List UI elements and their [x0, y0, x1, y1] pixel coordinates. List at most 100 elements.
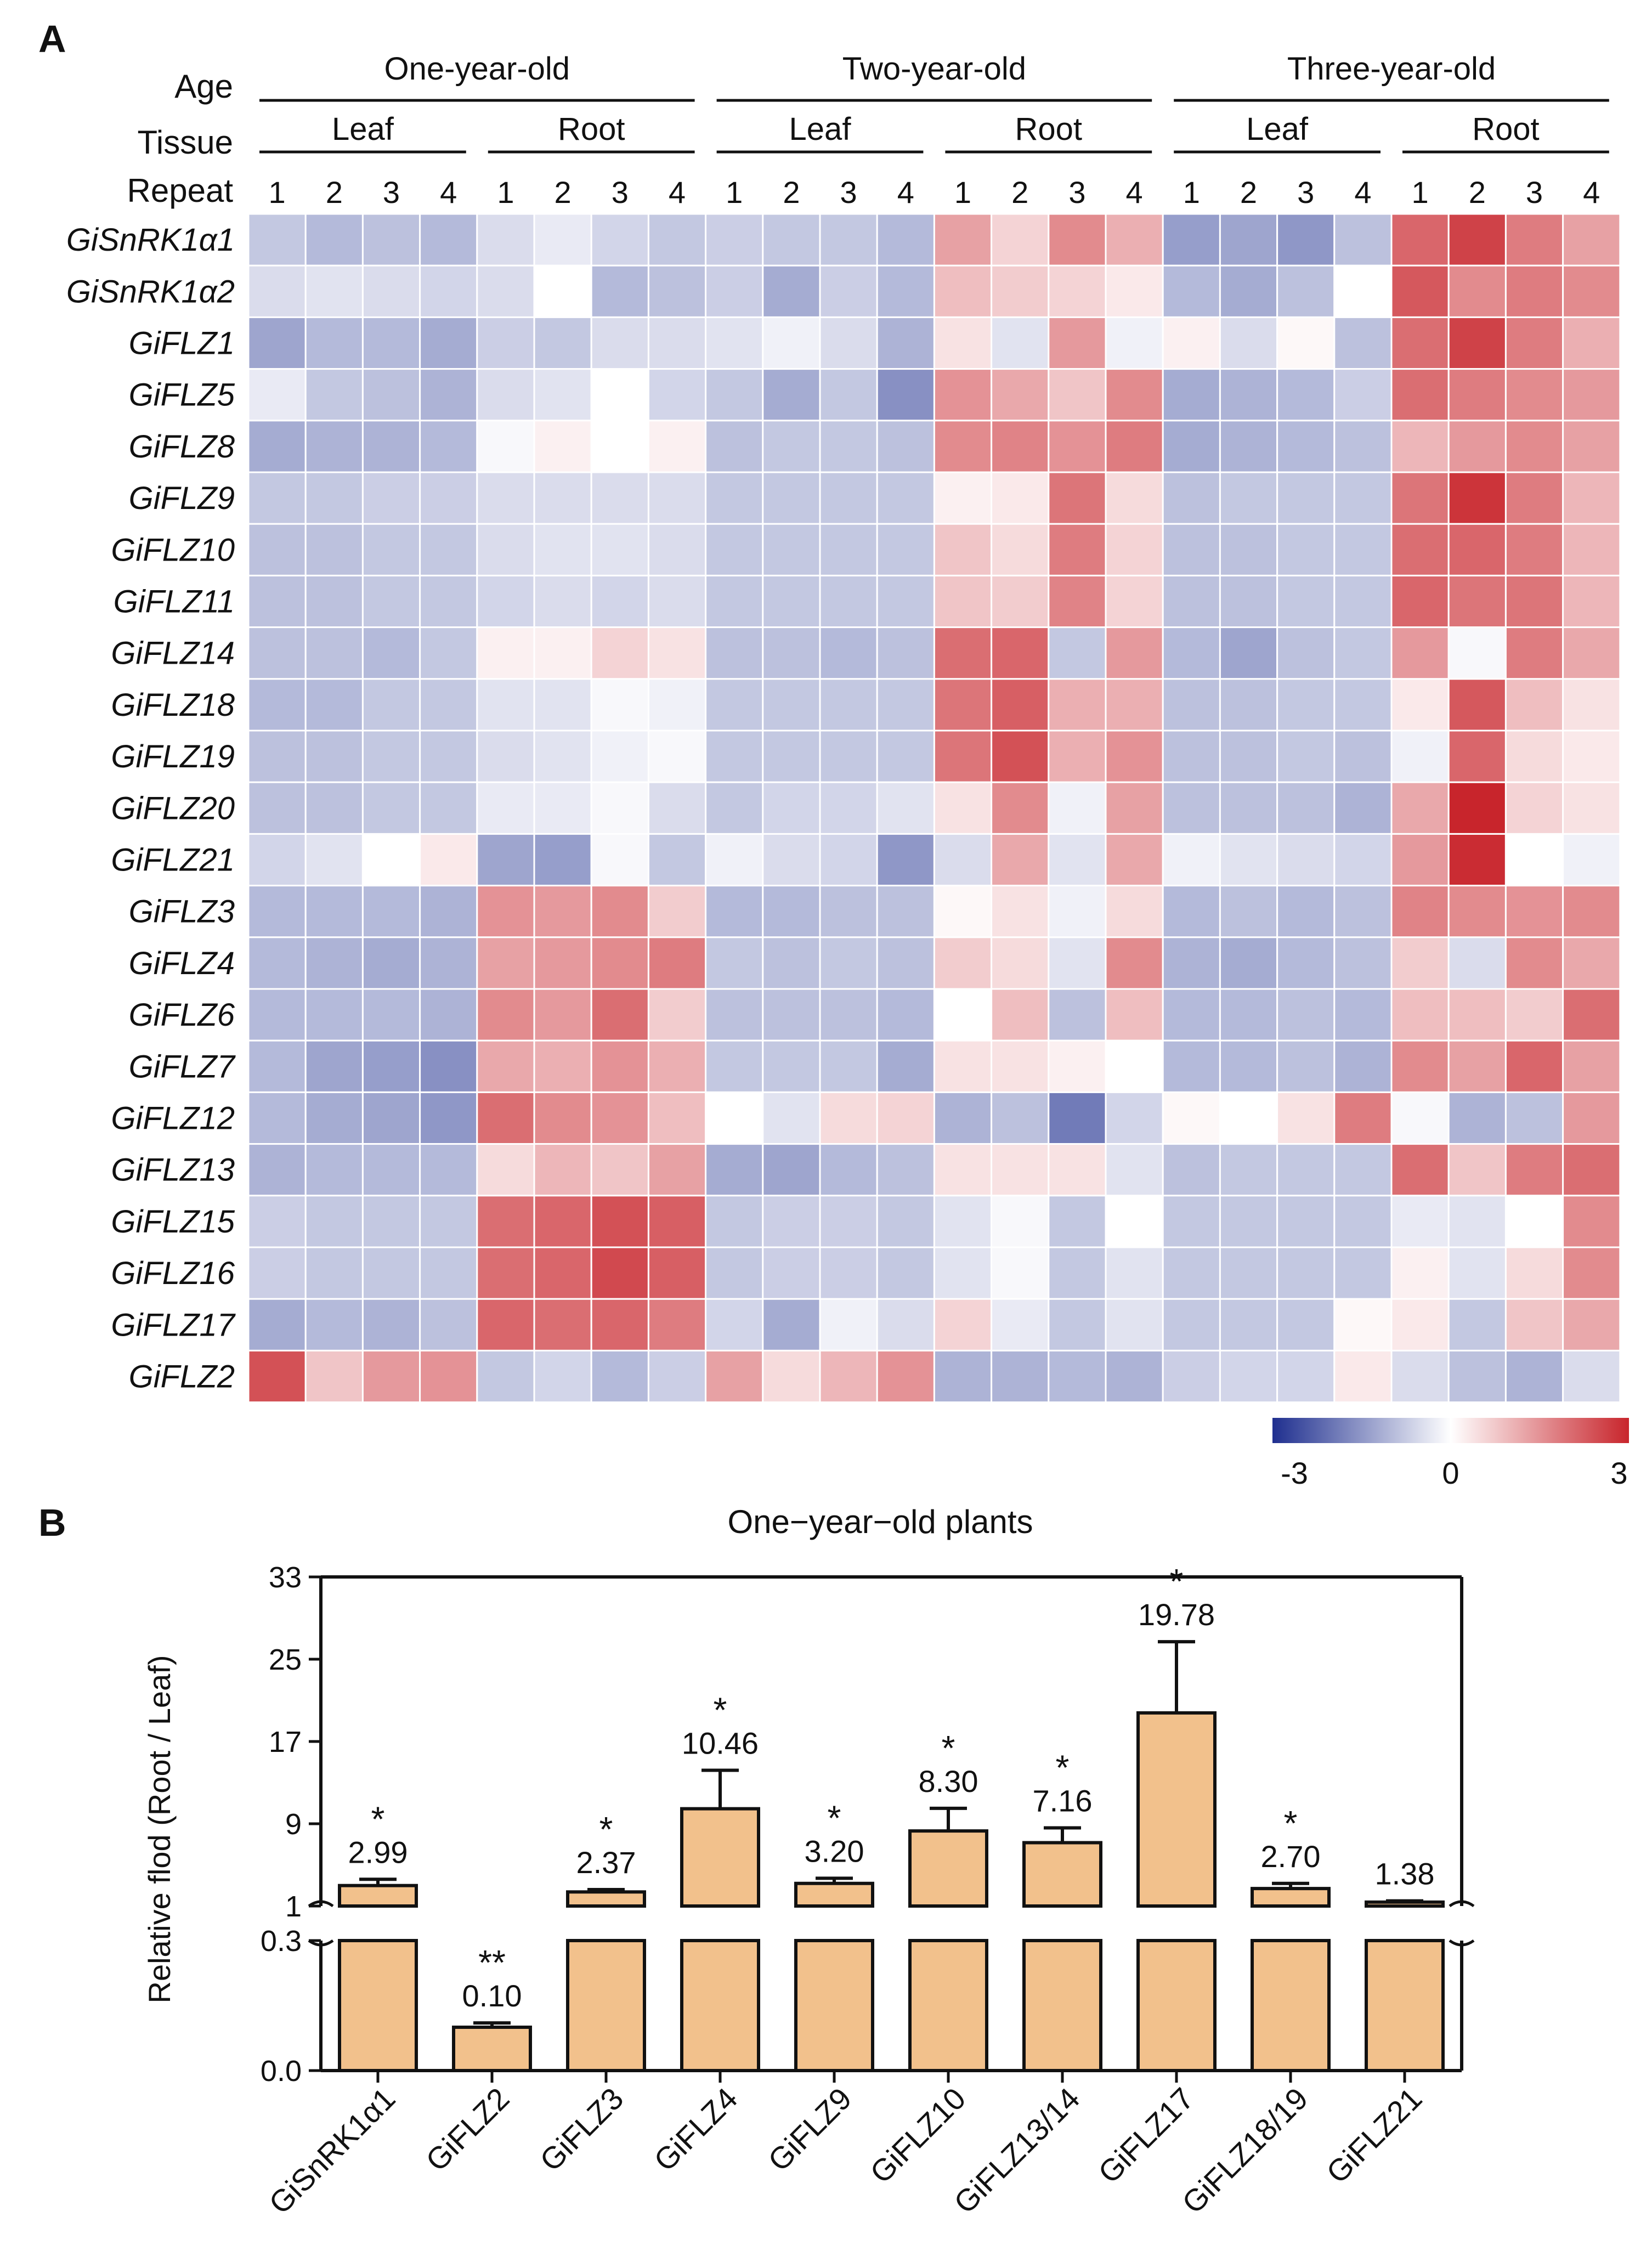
y-tick-label: 0.3: [261, 1925, 302, 1958]
heatmap-cell: [876, 678, 935, 732]
heatmap-cell: [361, 1091, 421, 1145]
age-headers: One-year-old Two-year-old Three-year-old: [259, 51, 1609, 102]
heatmap-cell: [762, 730, 821, 783]
gene-label: GiFLZ13: [111, 1152, 235, 1188]
heatmap-cell: [1219, 316, 1278, 370]
tissue-label: Root: [1015, 111, 1083, 147]
heatmap-cell: [876, 368, 935, 422]
heatmap-cell: [1562, 988, 1621, 1042]
heatmap-cell: [533, 626, 592, 680]
heatmap-cell: [419, 988, 478, 1042]
heatmap-cell: [1447, 833, 1507, 887]
heatmap-cell: [304, 730, 364, 783]
heatmap-cell: [361, 626, 421, 680]
heatmap-cell: [1219, 420, 1278, 473]
heatmap-cell: [1562, 1246, 1621, 1300]
heatmap-cell: [1447, 368, 1507, 422]
heatmap-cell: [1390, 988, 1450, 1042]
heatmap-cell: [933, 833, 993, 887]
heatmap-cell: [1162, 1246, 1221, 1300]
heatmap-cell: [247, 781, 307, 835]
heatmap-cell: [1048, 626, 1107, 680]
heatmap-cell: [419, 781, 478, 835]
heatmap-cell: [1562, 1039, 1621, 1093]
heatmap-cell: [762, 678, 821, 732]
heatmap-cell: [1447, 1091, 1507, 1145]
heatmap-cell: [590, 1298, 649, 1351]
heatmap-cell: [819, 523, 878, 576]
heatmap-cell: [1162, 678, 1221, 732]
heatmap-cell: [247, 471, 307, 525]
heatmap-cell: [1162, 1298, 1221, 1351]
heatmap-cell: [304, 574, 364, 629]
heatmap-cell: [991, 368, 1050, 422]
heatmap-cell: [876, 523, 935, 576]
heatmap-cell: [819, 471, 878, 525]
data-label: 1.38: [1375, 1857, 1435, 1891]
heatmap-cell: [705, 1349, 764, 1404]
heatmap-cell: [819, 988, 878, 1042]
category-label: GiFLZ3: [533, 2081, 630, 2178]
heatmap-cell: [819, 316, 878, 370]
heatmap-cell: [1504, 1143, 1564, 1197]
heatmap-cell: [1162, 781, 1221, 835]
heatmap-cell: [361, 1349, 421, 1404]
data-label: 8.30: [919, 1764, 978, 1799]
heatmap-cell: [1562, 678, 1621, 732]
heatmap-cell: [419, 730, 478, 783]
heatmap-cell: [247, 1143, 307, 1197]
heatmap-cell: [1562, 368, 1621, 422]
gene-label: GiFLZ7: [129, 1049, 236, 1084]
bar: [1022, 1939, 1102, 2072]
heatmap-cell: [1105, 730, 1164, 783]
heatmap-cell: [705, 1246, 764, 1300]
heatmap-cell: [819, 1195, 878, 1248]
heatmap-cell: [1219, 213, 1278, 267]
heatmap-grid: [247, 213, 1621, 1404]
heatmap-cell: [1390, 523, 1450, 576]
heatmap-cell: [1562, 264, 1621, 318]
heatmap-cell: [991, 1246, 1050, 1300]
heatmap-cell: [304, 1195, 364, 1248]
heatmap-cell: [1333, 678, 1393, 732]
heatmap-cell: [876, 1091, 935, 1145]
heatmap-cell: [819, 1246, 878, 1300]
heatmap-cell: [533, 730, 592, 783]
heatmap-cell: [247, 936, 307, 990]
heatmap-cell: [304, 678, 364, 732]
heatmap-cell: [1162, 1349, 1221, 1404]
heatmap-cell: [1390, 1349, 1450, 1404]
heatmap-cell: [476, 523, 535, 576]
bar: [1136, 1711, 1217, 1908]
heatmap-cell: [533, 678, 592, 732]
heatmap-cell: [647, 1246, 707, 1300]
heatmap-cell: [1105, 1349, 1164, 1404]
panel-b-letter: B: [38, 1501, 66, 1544]
bar: [908, 1939, 988, 2072]
heatmap-cell: [1048, 1246, 1107, 1300]
heatmap-cell: [1333, 781, 1393, 835]
heatmap-cell: [762, 833, 821, 887]
heatmap-cell: [533, 833, 592, 887]
heatmap-cell: [1390, 213, 1450, 267]
heatmap-cell: [1276, 1195, 1336, 1248]
repeat-number: 3: [383, 175, 400, 210]
heatmap-cell: [933, 1195, 993, 1248]
heatmap-cell: [304, 885, 364, 938]
heatmap-cell: [1390, 936, 1450, 990]
gene-label: GiFLZ20: [111, 790, 235, 826]
gene-label: GiFLZ3: [129, 894, 235, 930]
heatmap-cell: [876, 420, 935, 473]
heatmap-cell: [705, 368, 764, 422]
heatmap-cell: [590, 264, 649, 318]
heatmap-cell: [590, 833, 649, 887]
repeat-number: 1: [1183, 175, 1200, 210]
heatmap-cell: [933, 730, 993, 783]
heatmap-cell: [991, 678, 1050, 732]
heatmap-cell: [476, 574, 535, 629]
heatmap-cell: [1504, 213, 1564, 267]
heatmap-cell: [304, 1143, 364, 1197]
heatmap-cell: [1162, 833, 1221, 887]
heatmap-cell: [361, 574, 421, 629]
heatmap-cell: [1390, 1091, 1450, 1145]
